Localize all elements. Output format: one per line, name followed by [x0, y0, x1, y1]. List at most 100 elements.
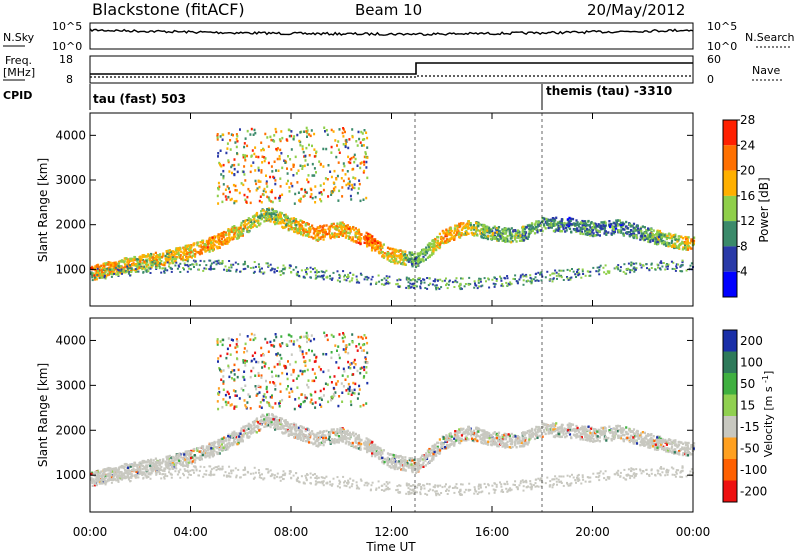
- power-cell: [274, 222, 277, 226]
- velocity-cell: [671, 442, 674, 446]
- power-cell: [526, 224, 529, 227]
- power-cell: [257, 216, 260, 220]
- velocity-cell: [590, 436, 593, 440]
- velocity-cell: [681, 446, 684, 449]
- power-cell: [261, 161, 264, 164]
- power-cell: [374, 242, 377, 245]
- power-cell: [100, 268, 103, 272]
- power-cell: [179, 271, 182, 273]
- power-cell: [278, 155, 281, 158]
- power-cell: [236, 135, 239, 138]
- power-cell: [347, 237, 350, 240]
- power-cell: [217, 237, 220, 240]
- power-cell: [575, 230, 578, 233]
- power-cell: [624, 225, 627, 228]
- power-cell: [365, 231, 368, 235]
- power-cell: [132, 258, 135, 261]
- power-cell: [365, 236, 368, 239]
- power-cell: [650, 263, 653, 266]
- power-cell: [298, 139, 301, 143]
- noise-right-label: N.Search: [745, 31, 795, 44]
- power-cell: [660, 232, 663, 235]
- cpid-segment-1: tau (fast) 503: [93, 92, 186, 106]
- velocity-cell: [117, 467, 121, 470]
- velocity-cell: [370, 454, 374, 458]
- velocity-cell: [229, 434, 232, 438]
- velocity-cell: [642, 439, 645, 442]
- power-cell: [512, 277, 515, 280]
- noise-left-tick-bottom: 10^0: [52, 40, 82, 53]
- power-cell: [467, 223, 470, 226]
- power-cell: [325, 129, 328, 132]
- velocity-cell: [602, 426, 605, 430]
- power-cell: [569, 278, 572, 281]
- velocity-cell: [690, 445, 693, 448]
- power-cell: [371, 235, 374, 238]
- velocity-cell: [620, 431, 623, 435]
- power-cell: [639, 263, 642, 266]
- power-cell: [501, 239, 504, 242]
- power-cell: [524, 231, 528, 234]
- power-cell: [331, 277, 334, 280]
- power-cell: [345, 234, 348, 237]
- power-cell: [372, 244, 375, 247]
- power-cell: [208, 238, 211, 241]
- power-cell: [437, 286, 439, 289]
- velocity-cell: [565, 429, 568, 432]
- power-cell: [174, 259, 177, 263]
- cpid-segment-2: themis (tau) -3310: [546, 84, 672, 98]
- power-cell: [357, 241, 360, 244]
- power-cell: [282, 264, 285, 267]
- power-cell: [210, 239, 213, 242]
- power-cell: [264, 157, 267, 160]
- power-cell: [353, 228, 356, 232]
- velocity-cell: [575, 424, 578, 428]
- power-cell: [302, 230, 305, 233]
- power-cell: [380, 283, 383, 286]
- power-cell: [371, 275, 374, 278]
- velocity-cell: [624, 431, 627, 434]
- power-cell: [629, 231, 632, 234]
- power-cell: [163, 263, 166, 267]
- power-cell: [659, 237, 663, 241]
- power-cell: [272, 220, 276, 224]
- power-cell: [190, 256, 193, 259]
- velocity-cell: [486, 436, 489, 439]
- power-cell: [411, 253, 414, 256]
- power-cell: [484, 235, 487, 239]
- power-cell: [208, 248, 211, 251]
- velocity-cell: [504, 446, 507, 449]
- velocity-cell: [308, 435, 311, 438]
- power-cell: [237, 263, 240, 266]
- power-cell: [269, 217, 272, 221]
- power-cell: [416, 264, 419, 267]
- velocity-cell: [570, 423, 573, 426]
- power-cell: [342, 135, 345, 138]
- velocity-cell: [550, 429, 553, 433]
- power-cell: [677, 263, 680, 266]
- power-cell: [580, 230, 583, 233]
- power-cell: [214, 240, 218, 243]
- velocity-cell: [257, 425, 260, 428]
- power-cell: [558, 221, 561, 225]
- power-cell: [96, 273, 99, 276]
- power-cell: [117, 261, 121, 265]
- power-cell: [141, 255, 144, 259]
- power-cell: [160, 271, 163, 274]
- power-cell: [213, 235, 216, 238]
- power-cell: [609, 225, 612, 228]
- power-cell: [229, 198, 232, 202]
- power-cell: [657, 266, 659, 269]
- power-cell: [366, 156, 369, 159]
- power-cell: [546, 220, 549, 223]
- freq-unit-label: [MHz]: [3, 66, 35, 79]
- power-cell: [314, 271, 317, 274]
- power-cell: [294, 218, 298, 221]
- power-cell: [342, 128, 345, 131]
- velocity-cell: [557, 430, 560, 433]
- power-cell: [247, 265, 250, 268]
- power-cell: [639, 228, 642, 232]
- power-cell: [294, 155, 297, 159]
- power-cell: [230, 133, 233, 136]
